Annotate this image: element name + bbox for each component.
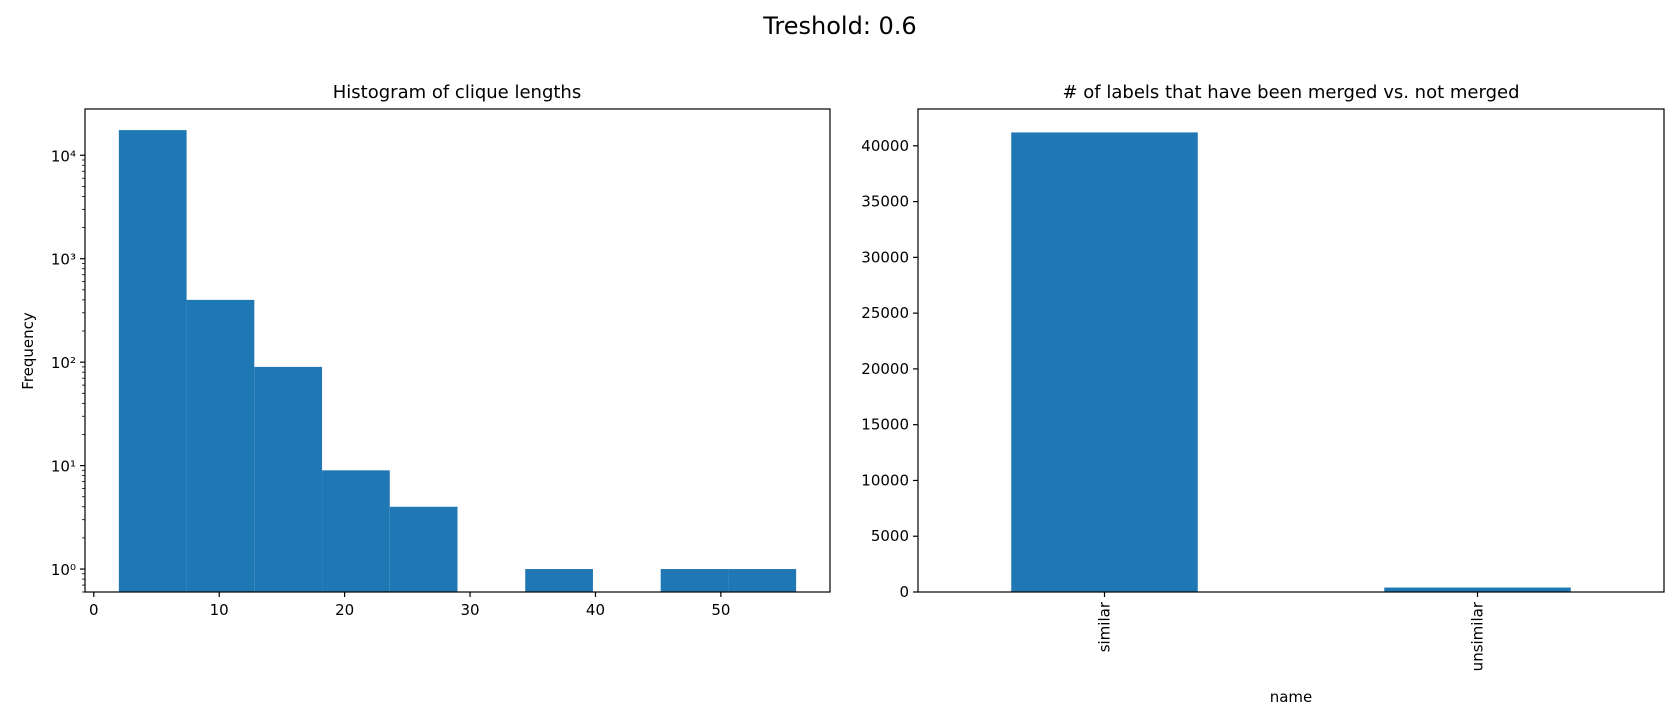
bar-chart-x-ticks: similar unsimilar (1096, 592, 1487, 671)
merge-bar-plot: # of labels that have been merged vs. no… (861, 82, 1665, 706)
histogram-bar (525, 569, 593, 592)
bar-chart-y-tick-label: 35000 (861, 193, 909, 211)
histogram-frame (84, 108, 831, 593)
histogram-bar (322, 470, 390, 592)
bar-chart-y-tick-label: 20000 (861, 360, 909, 378)
histogram-y-tick-label: 10⁴ (51, 147, 76, 165)
histogram-bar (728, 569, 797, 592)
histogram-x-tick-label: 20 (335, 601, 354, 619)
histogram-x-tick-label: 50 (711, 601, 730, 619)
histogram-y-ticks: 10⁰ 10¹ 10² 10³ 10⁴ (51, 147, 85, 593)
histogram-x-tick-label: 40 (586, 601, 605, 619)
bar-chart-frame (917, 108, 1665, 593)
bar-chart-y-ticks: 0 5000 10000 15000 20000 25000 30000 35000 40000 (861, 137, 918, 601)
bar-chart-x-tick-label: unsimilar (1469, 601, 1487, 671)
bar-chart-bars (1011, 132, 1571, 593)
bar-chart-y-tick-label: 10000 (861, 471, 909, 489)
histogram-y-tick-label: 10⁰ (51, 561, 76, 579)
histogram-y-tick-label: 10² (51, 354, 76, 372)
histogram-bars (118, 130, 797, 592)
histogram-x-tick-label: 10 (210, 601, 229, 619)
bar-chart-xlabel: name (1270, 688, 1313, 706)
bar-chart-y-tick-label: 5000 (871, 527, 909, 545)
histogram-bar (389, 506, 458, 592)
histogram-x-tick-label: 0 (89, 601, 99, 619)
bar-chart-y-tick-label: 15000 (861, 416, 909, 434)
histogram-y-tick-label: 10³ (51, 251, 76, 269)
bar-chart-x-tick-label: similar (1096, 601, 1114, 652)
histogram-bar (118, 130, 187, 592)
histogram-y-tick-label: 10¹ (51, 458, 76, 476)
bar-chart-y-tick-label: 40000 (861, 137, 909, 155)
bar-chart-y-tick-label: 25000 (861, 304, 909, 322)
histogram-ylabel: Frequency (19, 312, 37, 390)
bar-similar (1011, 132, 1198, 593)
histogram-bar (660, 569, 729, 592)
histogram-x-tick-label: 30 (460, 601, 479, 619)
histogram-bar (186, 299, 255, 592)
bar-chart-title: # of labels that have been merged vs. no… (1062, 82, 1519, 103)
histogram-x-ticks: 0 10 20 30 40 50 (89, 592, 730, 619)
figure-suptitle: Treshold: 0.6 (762, 12, 916, 40)
histogram-bar (254, 366, 323, 592)
bar-chart-y-tick-label: 0 (899, 583, 909, 601)
bar-chart-y-tick-label: 30000 (861, 248, 909, 266)
histogram-title: Histogram of clique lengths (333, 82, 581, 103)
bar-unsimilar (1384, 587, 1571, 592)
